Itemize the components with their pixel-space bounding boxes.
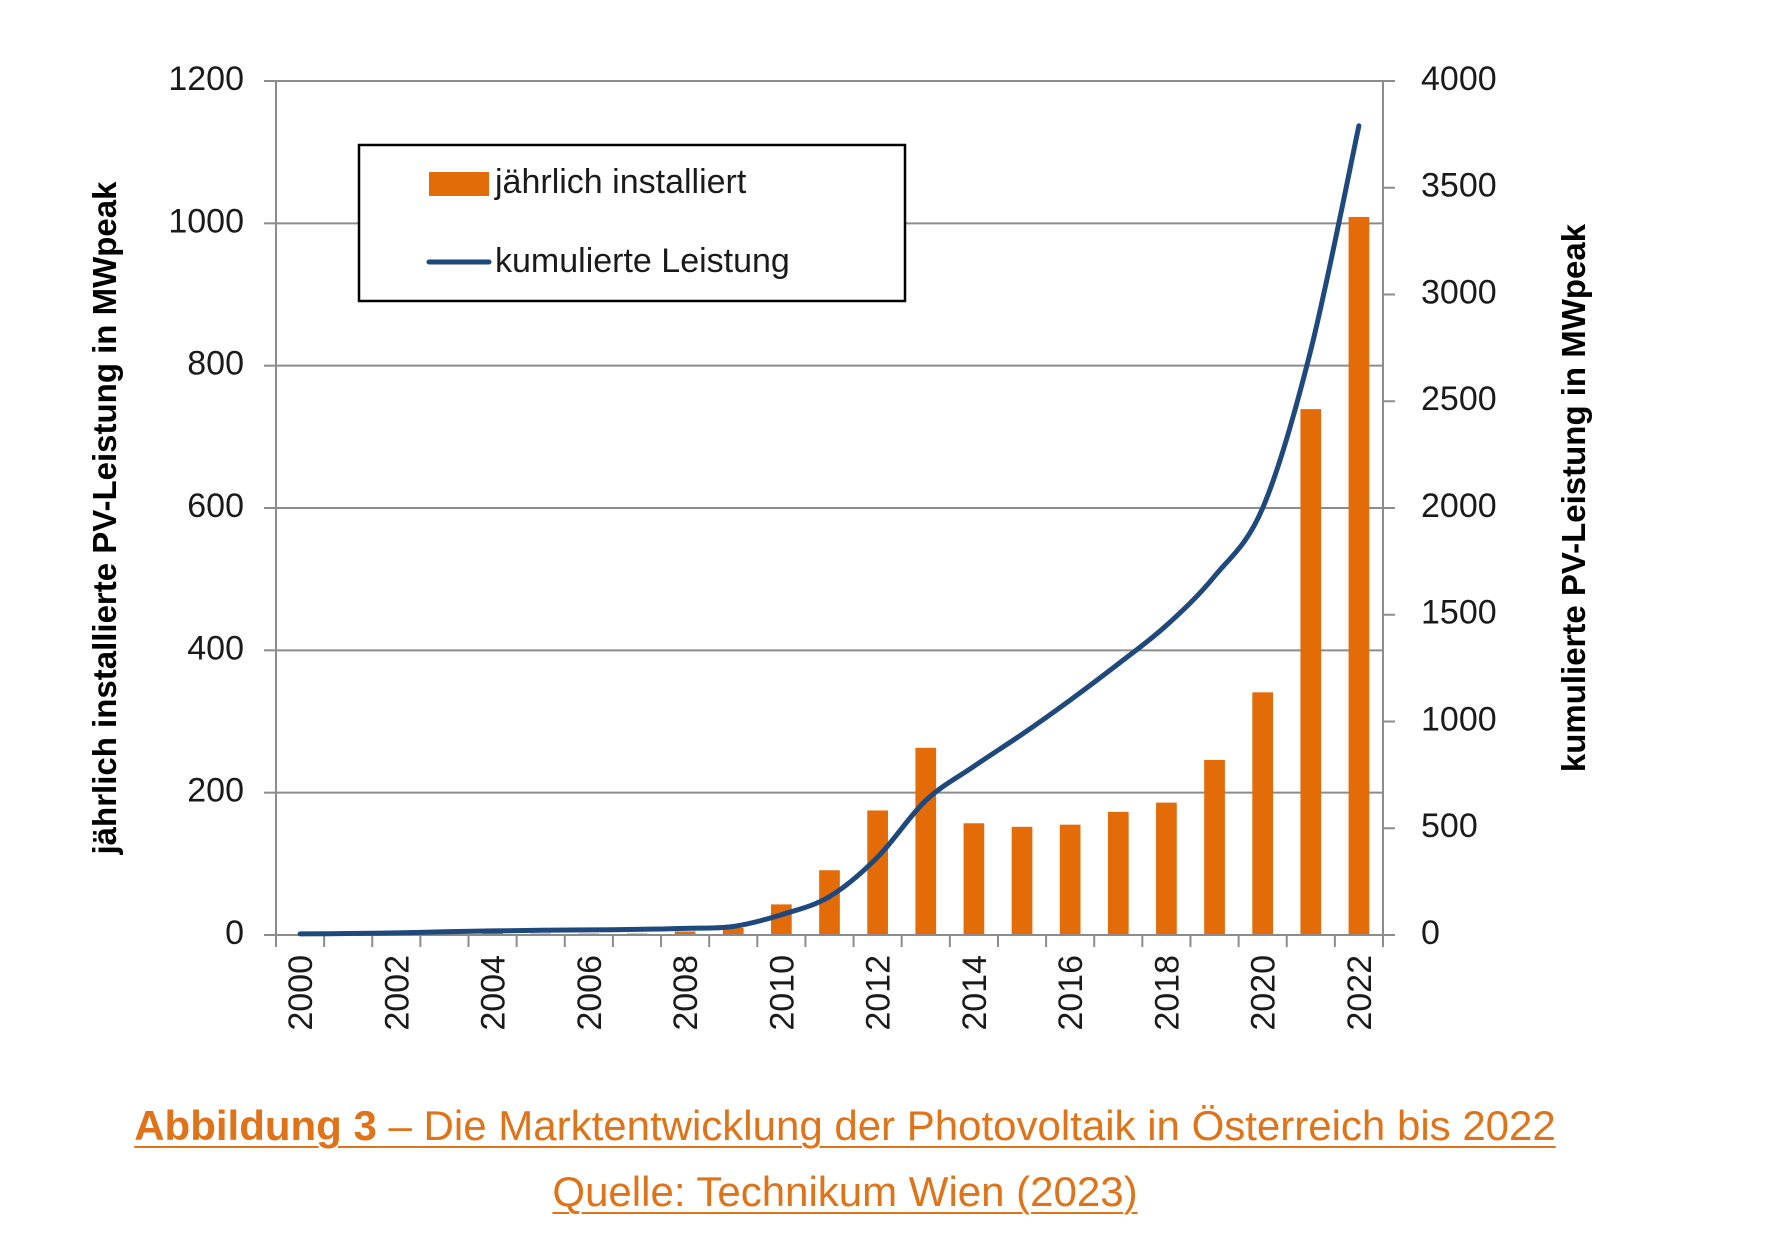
y-right-tick-label: 1000 xyxy=(1421,700,1497,738)
y-left-tick-label: 400 xyxy=(187,629,244,667)
x-tick-label: 2002 xyxy=(378,955,416,1031)
y-right-axis-title: kumulierte PV-Leistung in MWpeak xyxy=(1555,223,1592,772)
bar xyxy=(867,810,888,935)
caption-source: Quelle: Technikum Wien (2023) xyxy=(552,1168,1138,1215)
x-tick-label: 2012 xyxy=(860,955,898,1031)
y-left-tick-label: 600 xyxy=(187,487,244,525)
bar xyxy=(963,823,985,935)
x-tick-label: 2014 xyxy=(956,955,994,1031)
bar xyxy=(674,931,696,935)
y-right-tick-label: 1500 xyxy=(1421,594,1497,632)
y-left-tick-label: 1200 xyxy=(168,60,244,98)
series-line-kumulierte-leistung xyxy=(297,123,1362,937)
chart-container: 0 200 400 600 800 1000 1200 0 500 1000 1500 2000 250… xyxy=(86,60,1592,1031)
x-tick-label: 2008 xyxy=(667,955,705,1031)
y-left-tick-label: 0 xyxy=(225,914,244,952)
x-tick-label: 2016 xyxy=(1052,955,1090,1031)
bar xyxy=(819,870,840,935)
y-right-tick-label: 3500 xyxy=(1421,167,1497,205)
y-left-tick-label: 200 xyxy=(187,772,244,810)
x-tick-label: 2020 xyxy=(1245,955,1283,1031)
legend-label-line: kumulierte Leistung xyxy=(495,242,790,280)
bar xyxy=(1011,826,1033,935)
legend-swatch-bar xyxy=(429,172,489,196)
x-tick-label: 2000 xyxy=(282,955,320,1031)
bar xyxy=(1204,759,1225,935)
y-left-tick-label: 1000 xyxy=(168,202,244,240)
x-tick-label: 2018 xyxy=(1148,955,1186,1031)
bar xyxy=(1059,824,1081,935)
y-right-tick-label: 3000 xyxy=(1421,273,1497,311)
bar xyxy=(771,904,792,935)
x-tick-label: 2022 xyxy=(1341,955,1379,1031)
chart: 0 200 400 600 800 1000 1200 0 500 1000 1500 2000 250… xyxy=(86,60,1592,1031)
legend-box xyxy=(357,143,907,303)
x-tick-label: 2010 xyxy=(763,955,801,1031)
legend-label-bar: jährlich installiert xyxy=(494,163,747,201)
y-right-tick-label: 0 xyxy=(1421,914,1440,952)
bar xyxy=(1252,692,1274,935)
figure-caption: Abbildung 3 – Die Marktentwicklung der P… xyxy=(0,1102,1690,1150)
y-right-tick-label: 2500 xyxy=(1421,380,1497,418)
y-right-tick-label: 500 xyxy=(1421,807,1478,845)
y-right-tick-label: 2000 xyxy=(1421,487,1497,525)
bar xyxy=(722,927,744,935)
bar xyxy=(1156,802,1177,935)
y-left-tick-label: 800 xyxy=(187,345,244,383)
bar xyxy=(1107,811,1129,935)
y-left-axis-title: jährlich installierte PV-Leistung in MWp… xyxy=(86,181,123,856)
bar xyxy=(1348,216,1370,935)
caption-figure-number: Abbildung 3 xyxy=(134,1102,377,1149)
x-tick-label: 2004 xyxy=(475,955,513,1031)
bar xyxy=(915,747,937,935)
y-right-tick-label: 4000 xyxy=(1421,60,1497,98)
caption-title: – Die Marktentwicklung der Photovoltaik … xyxy=(376,1102,1556,1149)
bar xyxy=(1300,409,1322,935)
bar xyxy=(482,932,503,935)
x-tick-label: 2006 xyxy=(571,955,609,1031)
